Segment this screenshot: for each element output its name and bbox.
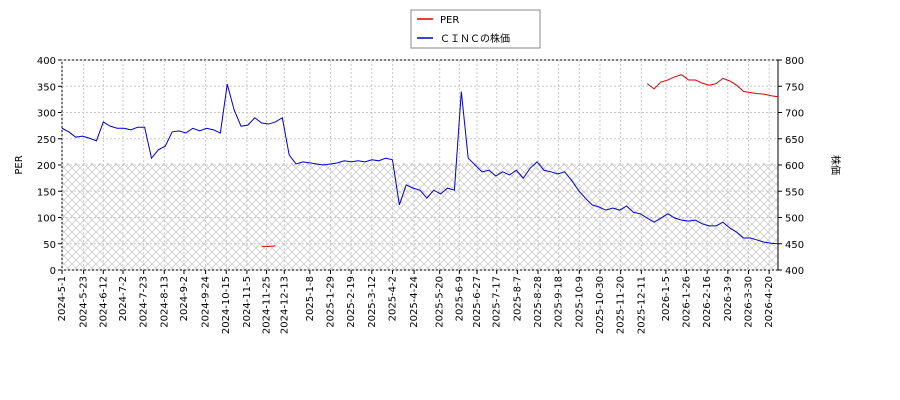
legend-label: ＣＩＮＣの株価 [440, 32, 510, 45]
data-line [261, 74, 779, 247]
x-tick-label: 2025-7-17 [492, 276, 503, 328]
data-line [61, 84, 779, 245]
x-tick-label: 2025-10-30 [595, 276, 606, 334]
x-tick-label: 2024-12-13 [279, 276, 290, 334]
x-tick-label: 2025-9-18 [554, 276, 565, 328]
x-tick-label: 2024-9-2 [179, 276, 190, 321]
y-tick-label: 150 [37, 187, 56, 198]
x-tick-label: 2026-3-9 [723, 276, 734, 321]
legend-box [410, 9, 541, 49]
x-tick-label: 2026-1-5 [661, 276, 672, 321]
x-tick-label: 2026-4-20 [764, 276, 775, 328]
x-tick-label: 2025-8-7 [512, 276, 523, 321]
x-tick-label: 2025-6-27 [472, 276, 483, 328]
x-tick-label: 2024-8-13 [159, 276, 170, 328]
x-tick-label: 2024-7-2 [118, 276, 129, 321]
x-tick-label: 2025-5-20 [435, 276, 446, 328]
y2-tick-label: 500 [785, 214, 804, 225]
y-tick-label: 300 [37, 109, 56, 120]
x-tick-label: 2025-11-20 [616, 276, 627, 334]
x-tick-label: 2025-2-19 [346, 276, 357, 328]
y2-axis-label: 株価 [829, 155, 842, 175]
legend-label: PER [440, 15, 459, 26]
y-tick-label: 0 [50, 266, 56, 277]
x-tick-label: 2025-8-28 [533, 276, 544, 328]
x-tick-label: 2025-12-11 [636, 276, 647, 334]
x-tick-label: 2025-4-24 [409, 276, 420, 328]
y2-tick-label: 800 [785, 56, 804, 67]
x-tick-label: 2025-3-12 [367, 276, 378, 328]
y-axis-label: PER [14, 155, 25, 174]
y-tick-label: 50 [43, 240, 56, 251]
y2-tick-label: 650 [785, 135, 804, 146]
x-tick-label: 2024-5-23 [79, 276, 90, 328]
hatched-region [62, 163, 778, 270]
x-tick-label: 2026-1-26 [682, 276, 693, 328]
x-tick-label: 2024-6-12 [98, 276, 109, 328]
x-tick-label: 2024-11-5 [242, 276, 253, 328]
x-tick-label: 2025-1-29 [326, 276, 337, 328]
y-tick-label: 100 [37, 214, 56, 225]
y2-tick-label: 700 [785, 109, 804, 120]
y2-tick-label: 600 [785, 161, 804, 172]
y-tick-label: 250 [37, 135, 56, 146]
x-tick-label: 2026-2-16 [702, 276, 713, 328]
y2-tick-label: 450 [785, 240, 804, 251]
y2-tick-label: 400 [785, 266, 804, 277]
x-tick-label: 2024-9-24 [201, 276, 212, 328]
x-tick-label: 2024-11-25 [262, 276, 273, 334]
y-tick-label: 400 [37, 56, 56, 67]
x-tick-label: 2025-4-2 [387, 276, 398, 321]
x-tick-label: 2024-5-1 [57, 276, 68, 321]
y-tick-label: 350 [37, 82, 56, 93]
x-tick-label: 2024-7-23 [139, 276, 150, 328]
x-tick-label: 2024-10-15 [221, 276, 232, 334]
y-tick-label: 200 [37, 161, 56, 172]
x-tick-label: 2025-6-9 [454, 276, 465, 321]
x-tick-label: 2025-10-9 [574, 276, 585, 328]
y2-tick-label: 550 [785, 187, 804, 198]
x-tick-label: 2025-1-8 [305, 276, 316, 321]
y2-tick-label: 750 [785, 82, 804, 93]
x-tick-label: 2026-3-30 [743, 276, 754, 328]
